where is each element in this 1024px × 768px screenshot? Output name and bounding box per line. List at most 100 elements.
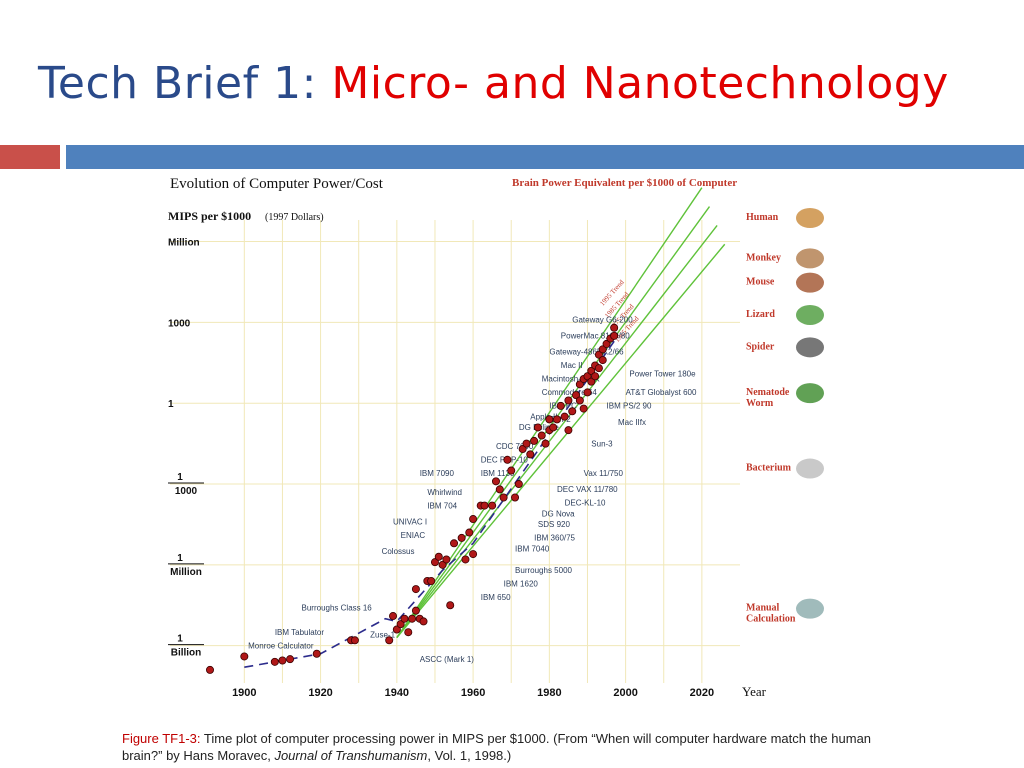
slide-title-prefix: Tech Brief 1:: [38, 58, 332, 109]
creature-icon: [796, 458, 824, 479]
data-point-label: Mac IIfx: [618, 418, 646, 427]
data-point-label: DEC VAX 11/780: [557, 485, 618, 494]
creature-label: Bacterium: [746, 463, 792, 474]
data-point: [507, 466, 516, 475]
creature-icon: [796, 272, 824, 293]
data-point-label: Monroe Calculator: [248, 641, 314, 650]
data-point-label: IBM 650: [481, 593, 511, 602]
data-point-label: Macintosh-128K: [542, 375, 600, 384]
creature-icon: [796, 337, 824, 358]
data-point: [598, 356, 607, 365]
y-tick-label: Million: [168, 238, 200, 249]
x-tick-label: 1980: [537, 687, 561, 699]
data-point: [514, 480, 523, 489]
data-point: [594, 364, 603, 373]
data-point: [442, 555, 451, 564]
data-point: [568, 407, 577, 416]
creature-icon: [796, 208, 824, 228]
data-point: [400, 614, 409, 623]
data-point-label: Power Tower 180e: [629, 369, 696, 378]
x-tick-label: 2020: [690, 687, 714, 699]
x-axis-label: Year: [742, 684, 767, 699]
y-tick-label: 1000: [168, 318, 191, 329]
data-point-label: IBM 1130: [481, 469, 515, 478]
y-tick-label: Million: [170, 567, 202, 578]
data-point: [286, 655, 295, 664]
creature-label: Monkey: [746, 252, 781, 263]
data-point: [434, 552, 443, 561]
caption-text-1: Time plot of computer processing power i…: [122, 731, 872, 763]
caption-figure-label: Figure TF1-3:: [122, 731, 201, 746]
data-point: [404, 628, 413, 637]
data-point: [488, 501, 497, 510]
data-point: [583, 388, 592, 397]
data-point: [419, 617, 428, 626]
data-point-label: Mac II: [561, 361, 583, 370]
slide-title-suffix: Micro- and Nanotechnology: [331, 58, 949, 109]
data-point: [610, 331, 619, 340]
data-point: [556, 401, 565, 410]
data-point: [389, 612, 398, 621]
creature-icon: [796, 598, 824, 619]
data-point-label: IBM 7090: [420, 469, 455, 478]
data-point: [396, 620, 405, 629]
data-point: [591, 372, 600, 381]
data-point-label: IBM 704: [427, 501, 457, 510]
data-point: [491, 477, 500, 486]
slide-title: Tech Brief 1: Micro- and Nanotechnology: [38, 58, 949, 109]
y-tick-label: 1: [177, 634, 183, 645]
data-point: [270, 657, 279, 666]
data-point-label: IBM 7040: [515, 544, 550, 553]
data-point: [594, 350, 603, 359]
trend-line: [396, 224, 718, 639]
data-point: [480, 501, 489, 510]
data-point: [572, 391, 581, 400]
y-tick-label: 1000: [175, 486, 198, 497]
data-point: [461, 555, 470, 564]
x-tick-label: 1940: [385, 687, 409, 699]
data-point: [575, 396, 584, 405]
data-point: [541, 439, 550, 448]
computer-power-chart: Evolution of Computer Power/Cost MIPS per…: [168, 176, 824, 699]
data-point-label: Whirlwind: [427, 488, 462, 497]
creature-icon: [796, 383, 824, 404]
data-point-label: CDC 7600: [496, 442, 534, 451]
data-point: [545, 415, 554, 424]
data-point: [602, 339, 611, 348]
creature-label: Spider: [746, 341, 775, 352]
data-point: [518, 444, 527, 453]
data-point-label: AT&T Globalyst 600: [626, 388, 697, 397]
data-point: [465, 528, 474, 537]
data-point: [240, 652, 249, 661]
data-point: [587, 377, 596, 386]
data-point: [533, 423, 542, 432]
data-point-label: DEC-KL-10: [565, 499, 606, 508]
brain-power-title: Brain Power Equivalent per $1000 of Comp…: [512, 177, 737, 189]
accent-bar-red: [0, 145, 60, 169]
data-point-label: UNIVAC I: [393, 517, 427, 526]
data-point: [430, 558, 439, 567]
y-tick-label: 1: [177, 472, 183, 483]
y-tick-label: 1: [177, 553, 183, 564]
y-tick-label: Billion: [171, 648, 202, 659]
data-point: [530, 436, 539, 445]
y-tick-label: 1: [168, 399, 174, 410]
data-point-label: PowerMac 8100/80: [561, 332, 630, 341]
creature-label: Mouse: [746, 277, 775, 288]
data-point: [312, 649, 321, 658]
data-point: [385, 636, 394, 645]
data-point: [438, 560, 447, 569]
accent-bar-blue: [66, 145, 1024, 169]
trend-line: [396, 206, 711, 638]
data-point: [560, 412, 569, 421]
data-point: [278, 656, 287, 665]
data-point: [408, 614, 417, 623]
data-point: [450, 539, 459, 548]
data-point: [411, 606, 420, 615]
data-point: [411, 585, 420, 594]
chart-title: Evolution of Computer Power/Cost: [170, 176, 384, 192]
data-point: [583, 372, 592, 381]
data-point: [457, 533, 466, 542]
creature-icon: [796, 248, 824, 269]
data-point-label: ENIAC: [401, 531, 426, 540]
